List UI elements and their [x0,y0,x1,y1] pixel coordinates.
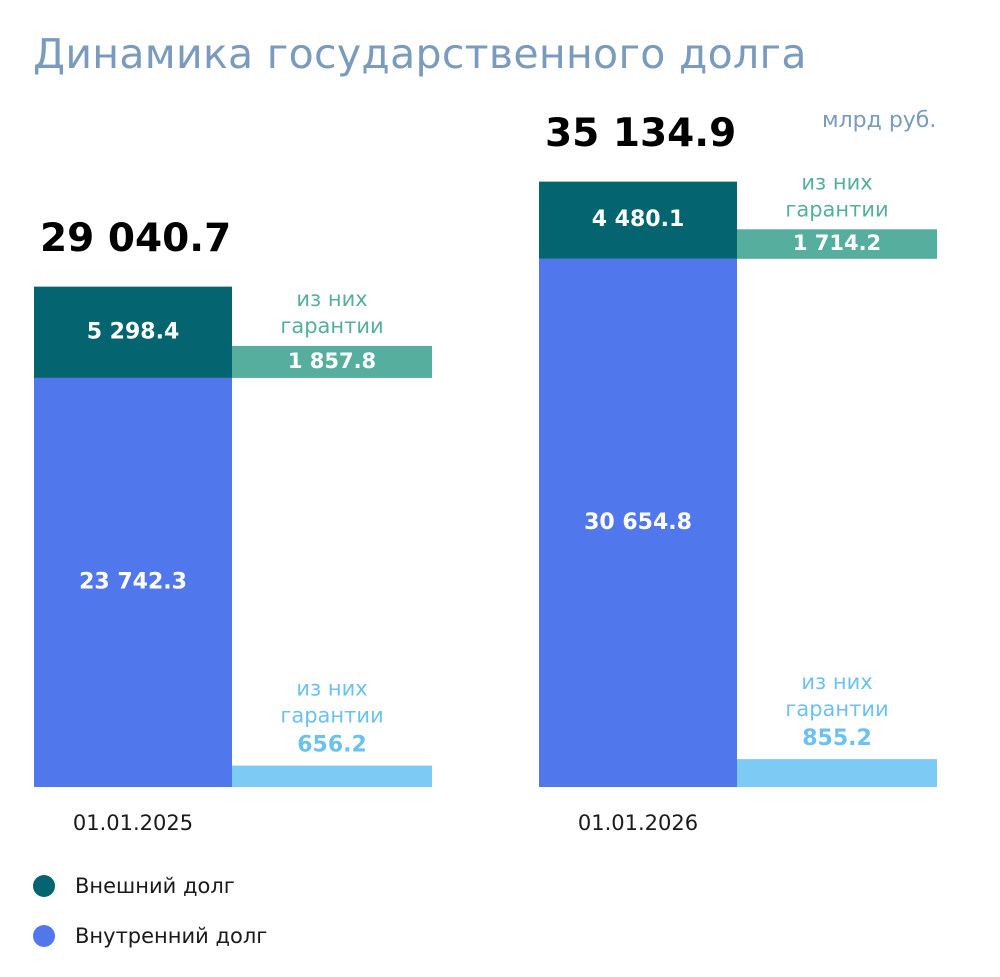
guarantee-domestic-label-1: 855.2 [802,726,872,751]
label-domestic-1: 30 654.8 [584,510,692,535]
label-domestic-0: 23 742.3 [79,569,187,594]
legend-item-domestic: Внутренний долг [33,924,267,948]
legend-item-external: Внешний долг [33,874,235,898]
bar-external-0 [34,286,232,378]
guarantee-external-label-0: 1 857.8 [288,349,376,373]
label-external-1: 4 480.1 [592,207,685,232]
guarantee-external-bar-0 [232,345,432,378]
legend-label-external: Внешний долг [75,874,235,898]
guarantee-domestic-caption1-0: из них [296,677,367,701]
guarantee-external-caption1-0: из них [296,287,367,311]
guarantee-domestic-label-0: 656.2 [297,733,367,758]
guarantee-domestic-bar-1 [737,759,937,787]
category-label-0: 01.01.2025 [73,811,193,835]
label-external-0: 5 298.4 [87,319,180,344]
guarantee-domestic-caption2-1: гарантии [785,697,888,721]
debt-chart: 23 742.3 5 298.4 29 040.7 01.01.2025 1 857.8… [34,111,937,835]
legend-swatch-domestic [33,925,55,947]
category-label-1: 01.01.2026 [578,811,698,835]
total-label-0: 29 040.7 [40,216,231,261]
legend-label-domestic: Внутренний долг [75,924,268,948]
guarantee-domestic-caption1-1: из них [801,670,872,694]
guarantee-external-caption2-0: гарантии [280,314,383,338]
guarantee-external-label-1: 1 714.2 [793,231,881,255]
guarantee-external-caption2-1: гарантии [785,197,888,221]
guarantee-external-caption1-1: из них [801,170,872,194]
bar-domestic-0 [34,377,232,787]
bar-external-1 [539,181,737,259]
legend-swatch-external [33,875,55,897]
guarantee-domestic-caption2-0: гарантии [280,704,383,728]
bar-domestic-1 [539,258,737,787]
guarantee-domestic-bar-0 [232,765,432,787]
chart-title: Динамика государственного долга [33,30,807,78]
unit-label: млрд руб. [822,108,937,133]
guarantee-external-bar-1 [737,229,937,259]
total-label-1: 35 134.9 [545,111,736,156]
